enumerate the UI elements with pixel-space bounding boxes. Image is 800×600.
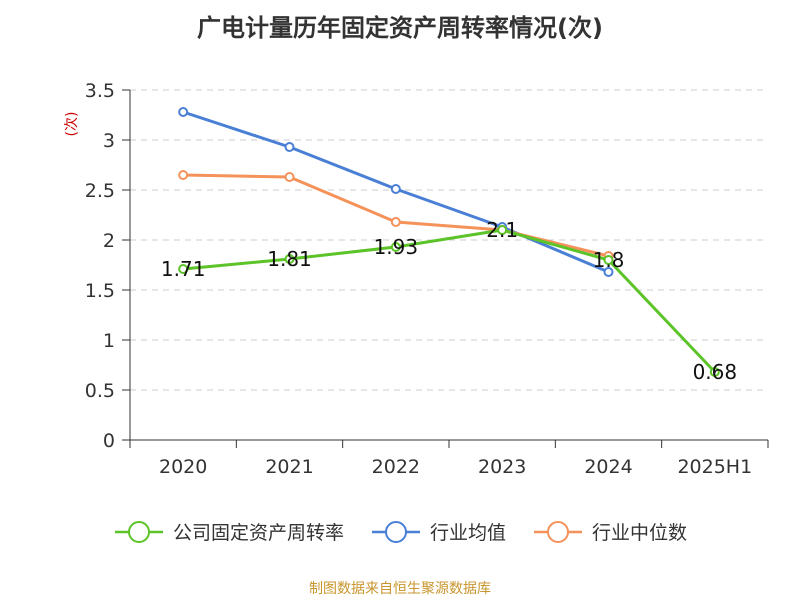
y-tick-label: 0.5 (85, 380, 115, 402)
data-labels: 1.71 1.81 1.93 2.1 1.8 0.68 (161, 218, 737, 384)
industry-average-series-point (603, 267, 614, 277)
legend-marker (371, 520, 420, 543)
source-footer: 制图数据来自恒生聚源数据库 (309, 581, 491, 597)
legend-item-company-series[interactable]: 公司固定资产周转率 (113, 518, 344, 545)
legend-item-industry-median-series[interactable]: 行业中位数 (532, 518, 687, 545)
data-label: 1.71 (161, 257, 206, 281)
y-tick-label: 2 (103, 230, 115, 252)
industry-median-series-point (284, 172, 295, 182)
legend-label: 行业中位数 (592, 522, 688, 544)
series-layer (178, 107, 720, 377)
x-tick-label: 2020 (159, 456, 207, 478)
y-tick-label: 0 (103, 430, 115, 452)
industry-average-series-point (284, 142, 295, 152)
y-tick-label: 3.5 (85, 80, 115, 102)
x-tick-label: 2022 (372, 456, 420, 478)
industry-median-series-point (390, 217, 401, 227)
company-series-point (390, 242, 401, 252)
legend-label: 行业均值 (429, 522, 506, 544)
data-label: 1.8 (593, 248, 625, 272)
y-tick-label: 3 (103, 130, 115, 152)
chart-title: 广电计量历年固定资产周转率情况(次) (197, 14, 603, 42)
y-tick-label: 2.5 (85, 180, 115, 202)
company-series-point (178, 264, 189, 274)
data-label: 1.93 (374, 235, 419, 259)
company-series-point (603, 255, 614, 265)
y-tick-label: 1 (103, 330, 115, 352)
industry-median-series-point (178, 170, 189, 180)
axes: 0 0.5 1 1.5 2 2.5 3 3.5 2020 2021 2022 2023 2024 2025… (64, 80, 769, 478)
legend-label: 公司固定资产周转率 (172, 522, 344, 544)
y-axis-unit-label: (次) (64, 112, 80, 137)
legend-marker (114, 520, 163, 543)
legend-marker (534, 520, 582, 543)
x-tick-label: 2024 (584, 456, 632, 478)
data-label: 1.81 (267, 247, 312, 271)
legend: 公司固定资产周转率 行业均值 行业中位数 (0, 518, 800, 545)
industry-average-series-point (390, 184, 401, 194)
x-tick-label: 2021 (265, 456, 313, 478)
x-tick-label: 2023 (478, 456, 526, 478)
company-series-line (183, 228, 716, 374)
legend-item-industry-average-series[interactable]: 行业均值 (370, 518, 506, 545)
company-series-point (284, 254, 295, 264)
data-label: 2.1 (486, 218, 518, 242)
industry-average-series-point (178, 107, 189, 117)
data-label: 0.68 (693, 360, 738, 384)
y-tick-label: 1.5 (85, 280, 115, 302)
company-series-point (497, 225, 508, 235)
company-series-point (709, 367, 720, 377)
x-tick-label: 2025H1 (677, 456, 752, 478)
